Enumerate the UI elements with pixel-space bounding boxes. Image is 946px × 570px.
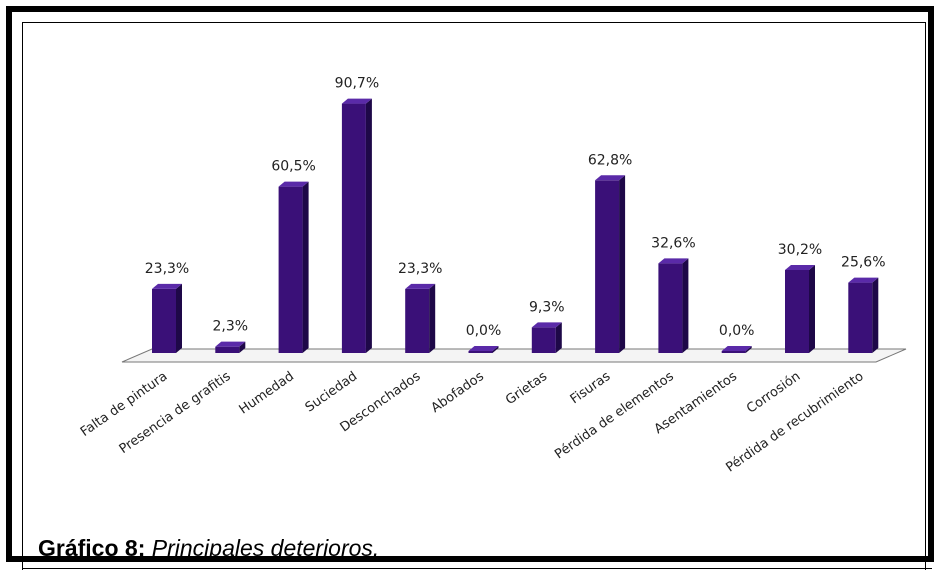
bar-top: [278, 181, 309, 187]
bar-side: [239, 341, 246, 353]
category-label: Humedad: [237, 369, 297, 418]
chart-floor: [121, 348, 907, 363]
bar: [405, 283, 436, 353]
bar-side: [492, 346, 499, 353]
caption-label: Gráfico 8:: [38, 535, 146, 561]
bar: [595, 175, 626, 353]
bar-front: [152, 288, 176, 353]
bar-side: [429, 283, 436, 353]
bar-side: [745, 346, 752, 353]
bar-side: [555, 322, 562, 353]
bar-top: [215, 341, 246, 347]
bar-top: [341, 98, 372, 104]
bar-top: [152, 283, 182, 289]
bar-side: [302, 181, 309, 353]
value-label: 90,7%: [335, 76, 379, 92]
value-label: 62,8%: [588, 152, 632, 168]
value-label: 0,0%: [719, 323, 755, 339]
bar-front: [785, 269, 809, 353]
bar-front: [468, 351, 493, 353]
bar-top: [721, 346, 752, 351]
value-label: 25,6%: [841, 255, 885, 271]
bars-group: [152, 98, 879, 353]
bar-front: [658, 263, 683, 353]
category-label: Suciedad: [303, 369, 361, 416]
value-label: 23,3%: [398, 261, 442, 277]
bar-top: [785, 264, 815, 270]
bar-top: [405, 283, 436, 289]
value-label: 60,5%: [271, 159, 315, 175]
value-label: 30,2%: [778, 242, 822, 258]
bar-top: [531, 322, 562, 328]
bar-front: [595, 180, 620, 353]
value-label: 0,0%: [466, 323, 502, 339]
bar: [658, 258, 689, 353]
bar-top: [468, 346, 499, 351]
category-label: Grietas: [503, 369, 550, 408]
bar-front: [405, 288, 430, 353]
bar: [152, 283, 182, 353]
value-label: 32,6%: [651, 235, 695, 251]
bar-side: [176, 283, 182, 353]
bar: [785, 264, 815, 353]
value-labels-group: 23,3% 2,3% 60,5% 90,7% 23,3% 0,0% 9,3% 62,8% 32,…: [145, 76, 886, 339]
bar-side: [872, 277, 879, 353]
bottom-rule: [22, 568, 932, 569]
bar: [215, 341, 246, 353]
bar: [721, 346, 752, 353]
bar-front: [341, 103, 366, 353]
value-label: 23,3%: [145, 261, 189, 277]
category-label: Abofados: [429, 369, 487, 416]
bar-top: [595, 175, 626, 181]
caption-text: Principales deterioros.: [151, 535, 380, 561]
bar-side: [365, 98, 372, 353]
value-label: 9,3%: [529, 299, 565, 315]
bar-front: [215, 346, 240, 353]
bar: [341, 98, 372, 353]
category-label: Pérdida de elementos: [552, 369, 677, 463]
bar-top: [658, 258, 689, 264]
bar: [468, 346, 499, 353]
category-label: Corrosión: [744, 369, 803, 417]
bar-front: [848, 282, 873, 353]
bar-side: [682, 258, 689, 353]
bar: [848, 277, 879, 353]
value-label: 2,3%: [213, 319, 249, 335]
bar-side: [809, 264, 815, 353]
bar-front: [721, 351, 746, 353]
bar-side: [619, 175, 626, 353]
bar-top: [848, 277, 879, 283]
floor-plane: [121, 348, 907, 363]
figure-caption: Gráfico 8: Principales deterioros.: [38, 535, 379, 562]
bar-front: [278, 186, 303, 353]
bar: [278, 181, 309, 353]
category-label: Presencia de grafitis: [117, 369, 234, 457]
bar-front: [531, 327, 556, 353]
category-label: Fisuras: [568, 369, 614, 407]
bar: [531, 322, 562, 353]
inner-frame: [22, 22, 926, 570]
